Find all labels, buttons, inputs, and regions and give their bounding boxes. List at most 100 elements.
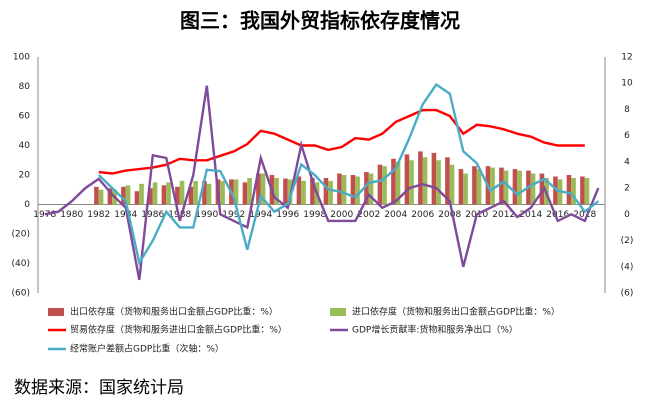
bar [409, 160, 414, 205]
bar [152, 182, 158, 205]
bar [296, 176, 302, 205]
y2-tick-label: 0 [624, 210, 630, 220]
bar [404, 154, 410, 205]
y2-tick-label: 12 [621, 53, 632, 63]
x-tick-label: 1996 [276, 210, 299, 220]
source-note: 数据来源：国家统计局 [14, 378, 184, 398]
bar [368, 173, 374, 205]
bar [233, 179, 239, 205]
bar [161, 185, 167, 205]
y2-tick-label: 2 [624, 184, 630, 194]
bar [121, 186, 126, 205]
bar [188, 186, 194, 205]
bar [490, 167, 495, 205]
x-tick-label: 2004 [384, 210, 407, 220]
bar [247, 177, 252, 205]
bar [256, 173, 261, 205]
bar [418, 151, 423, 205]
y2-tick-label: (2) [621, 236, 634, 246]
x-tick-label: 1994 [249, 210, 272, 220]
y-tick-label: (60) [12, 289, 30, 299]
bar [584, 177, 590, 205]
x-tick-label: 1992 [222, 210, 245, 220]
y-tick-label: 60 [19, 112, 31, 122]
bar [476, 169, 482, 205]
bar [166, 182, 171, 205]
legend-label: 出口依存度（货物和服务出口金额占GDP比重：%） [70, 306, 278, 318]
line-series [97, 82, 600, 266]
x-tick-label: 2000 [330, 210, 353, 220]
bar [310, 177, 315, 205]
x-tick-label: 2018 [573, 210, 596, 220]
y-tick-label: 0 [24, 200, 30, 210]
bar [377, 164, 383, 205]
bar [98, 189, 104, 205]
bar [472, 166, 477, 205]
y2-tick-label: 8 [624, 105, 630, 115]
bar [499, 167, 504, 205]
bar [449, 164, 455, 205]
bar [553, 176, 558, 205]
bar [328, 180, 333, 205]
bar [94, 186, 99, 205]
bar [274, 177, 279, 205]
y-tick-label: 100 [13, 53, 30, 63]
bar [512, 169, 518, 205]
y2-tick-label: (6) [621, 289, 634, 299]
y-tick-label: 80 [19, 82, 31, 92]
bar [445, 157, 450, 205]
bar [323, 177, 329, 205]
legend-label: 经常账户差额占GDP比重（次轴：%） [70, 343, 224, 355]
x-tick-label: 1988 [168, 210, 191, 220]
y2-tick-label: 4 [624, 157, 630, 167]
bar [301, 180, 306, 205]
bar [179, 180, 185, 205]
x-tick-label: 1986 [141, 210, 164, 220]
bar [422, 157, 428, 205]
bar [220, 180, 225, 205]
bar [175, 186, 180, 205]
bar [382, 166, 387, 205]
bar [148, 188, 153, 205]
legend-label: 进口依存度（货物和服务出口金额占GDP比重：%） [352, 306, 560, 318]
x-tick-label: 1980 [60, 210, 83, 220]
y-tick-label: (20) [12, 230, 30, 240]
bar [134, 191, 140, 205]
x-tick-label: 1978 [33, 210, 56, 220]
bar [283, 178, 288, 205]
bar [566, 175, 572, 205]
y2-tick-label: (4) [621, 262, 634, 272]
bar [517, 170, 522, 205]
x-tick-label: 2014 [519, 210, 542, 220]
x-tick-label: 2006 [411, 210, 434, 220]
bar [431, 152, 437, 205]
bar [436, 160, 441, 205]
bar [503, 170, 509, 205]
bar [391, 158, 396, 205]
legend-label: GDP增长贡献率:货物和服务净出口（%） [352, 324, 518, 336]
bar [341, 175, 347, 205]
legend-swatch [330, 308, 346, 316]
y-tick-label: (40) [12, 259, 30, 269]
bar [580, 176, 585, 205]
y2-tick-label: 6 [624, 131, 630, 141]
x-tick-label: 2008 [438, 210, 461, 220]
bar [463, 173, 468, 205]
x-tick-label: 1990 [195, 210, 218, 220]
bar [206, 183, 212, 205]
legend-label: 贸易依存度（货物和服务进出口金额占GDP比重：%） [70, 324, 287, 336]
line-series [44, 85, 600, 281]
bar [202, 180, 207, 205]
bar [530, 173, 536, 205]
bar [571, 177, 576, 205]
y2-tick-label: 10 [621, 79, 633, 89]
y-tick-label: 20 [19, 171, 31, 181]
bar [350, 175, 356, 205]
bar [337, 173, 342, 205]
legend-swatch [48, 308, 64, 316]
y-tick-label: 40 [19, 141, 31, 151]
bar [107, 188, 113, 205]
bar [355, 176, 360, 205]
chart-title: 图三：我国外贸指标依存度情况 [180, 9, 460, 33]
